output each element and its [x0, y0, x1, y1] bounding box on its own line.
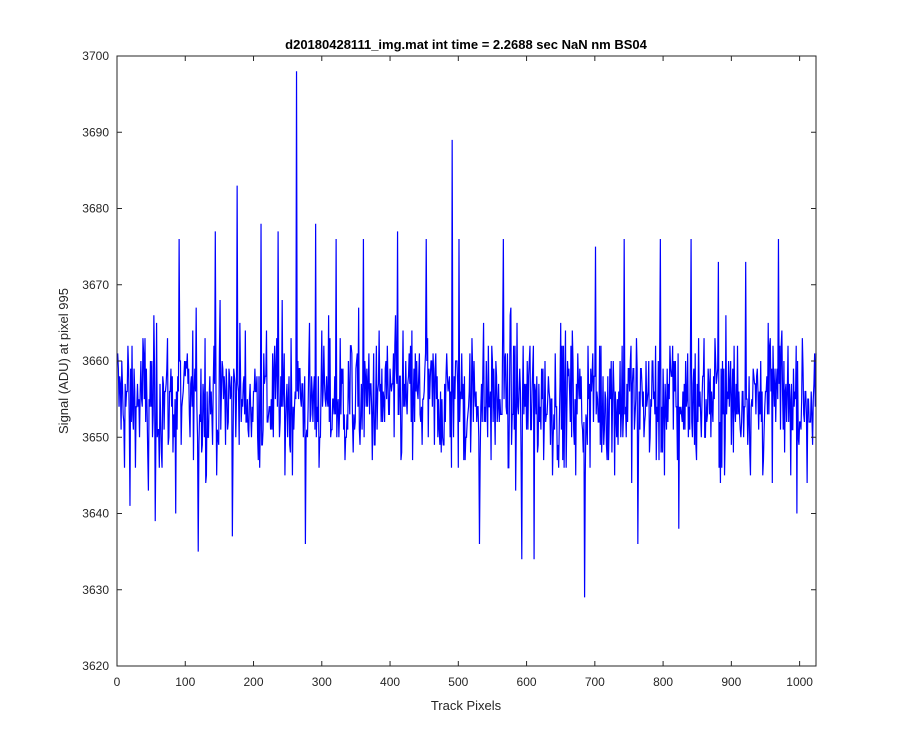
x-tick-label: 500 — [448, 675, 468, 689]
y-tick-label: 3680 — [82, 202, 109, 216]
y-tick-label: 3650 — [82, 430, 109, 444]
y-tick-label: 3670 — [82, 278, 109, 292]
y-tick-label: 3620 — [82, 659, 109, 673]
y-tick-label: 3630 — [82, 583, 109, 597]
y-tick-label: 3640 — [82, 507, 109, 521]
y-tick-label: 3660 — [82, 354, 109, 368]
chart-title: d20180428111_img.mat int time = 2.2688 s… — [285, 37, 647, 52]
x-tick-label: 1000 — [786, 675, 813, 689]
x-tick-label: 300 — [312, 675, 332, 689]
signal-series-line — [117, 71, 817, 598]
y-tick-label: 3700 — [82, 49, 109, 63]
x-tick-label: 700 — [585, 675, 605, 689]
x-tick-label: 900 — [721, 675, 741, 689]
x-tick-label: 200 — [244, 675, 264, 689]
x-tick-label: 600 — [517, 675, 537, 689]
x-axis-label: Track Pixels — [431, 698, 502, 713]
x-tick-label: 100 — [175, 675, 195, 689]
y-tick-label: 3690 — [82, 125, 109, 139]
x-tick-label: 400 — [380, 675, 400, 689]
y-axis-ticks: 3620 3630 3640 3650 3660 3670 3680 3690 3700 — [82, 49, 816, 673]
x-tick-label: 0 — [114, 675, 121, 689]
x-tick-label: 800 — [653, 675, 673, 689]
plot-area — [117, 56, 816, 666]
x-axis-ticks: 0 100 200 300 400 500 600 700 800 900 1000 — [114, 56, 813, 689]
y-axis-label: Signal (ADU) at pixel 995 — [56, 288, 71, 434]
